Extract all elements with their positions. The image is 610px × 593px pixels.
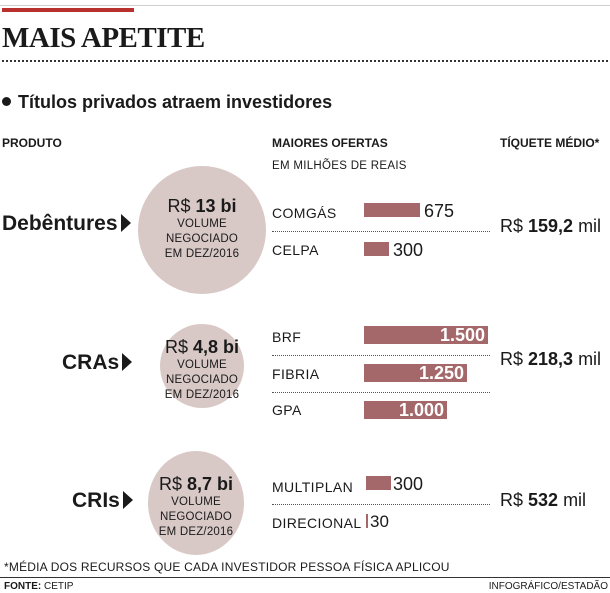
volume-amount: 13 bi — [195, 196, 237, 216]
offer-bar-label: 1.000 — [398, 400, 444, 420]
source-value: CETIP — [41, 581, 74, 592]
product-name: CRAs — [62, 351, 120, 374]
offer-bar — [364, 203, 420, 217]
top-rule — [0, 5, 610, 6]
volume-prefix: R$ — [158, 474, 187, 494]
ticket-prefix: R$ — [500, 216, 529, 236]
source: FONTE: CETIP — [4, 581, 73, 592]
product-label-debentures: Debêntures — [2, 212, 131, 236]
offer-bar-label: 30 — [370, 512, 389, 531]
volume-circle-debentures — [138, 166, 266, 294]
arrow-right-icon — [120, 214, 131, 232]
bullet-icon — [2, 97, 11, 106]
ticket-cris: R$ 532 mil — [500, 490, 586, 511]
ticket-value: 218,3 — [528, 349, 574, 369]
arrow-right-icon — [122, 353, 133, 371]
volume-prefix: R$ — [164, 337, 193, 357]
volume-caption-3: EM DEZ/2016 — [158, 526, 234, 538]
company-direcional: DIRECIONAL — [272, 515, 362, 531]
subtitle-text: Títulos privados atraem investidores — [18, 92, 333, 112]
offer-bar-label: 1.250 — [418, 363, 464, 383]
company-fibria: FIBRIA — [272, 366, 320, 382]
offer-bar — [366, 514, 368, 528]
volume-text-debentures: R$ 13 bi VOLUME NEGOCIADO EM DEZ/2016 — [138, 196, 266, 262]
volume-amount: 8,7 bi — [186, 474, 234, 494]
credit: INFOGRÁFICO/ESTADÃO — [488, 581, 608, 592]
volume-text-cras: R$ 4,8 bi VOLUME NEGOCIADO EM DEZ/2016 — [152, 337, 252, 403]
source-label: FONTE: — [4, 581, 42, 592]
volume-circle-cris — [148, 451, 244, 555]
company-celpa: CELPA — [272, 242, 319, 258]
ticket-suffix: mil — [558, 490, 587, 510]
volume-value: R$ 13 bi — [138, 196, 266, 217]
offer-bar-label: 675 — [424, 201, 455, 221]
volume-caption-1: VOLUME — [177, 359, 227, 371]
volume-value: R$ 8,7 bi — [146, 474, 246, 495]
ticket-prefix: R$ — [500, 490, 529, 510]
offer-bar-label: 1.500 — [439, 325, 485, 345]
offer-bar — [366, 476, 391, 490]
row-separator — [272, 231, 490, 232]
volume-prefix: R$ — [167, 196, 196, 216]
ticket-value: 532 — [528, 490, 559, 510]
volume-caption-2: NEGOCIADO — [159, 511, 233, 523]
product-label-cris: CRIs — [72, 489, 133, 513]
footer-rule — [0, 577, 610, 578]
volume-text-cris: R$ 8,7 bi VOLUME NEGOCIADO EM DEZ/2016 — [146, 474, 246, 540]
column-header-product: PRODUTO — [2, 136, 62, 150]
product-name: CRIs — [72, 489, 120, 512]
offer-bar — [364, 326, 488, 344]
volume-caption-1: VOLUME — [177, 218, 227, 230]
ticket-suffix: mil — [573, 349, 602, 369]
volume-caption-2: NEGOCIADO — [165, 374, 239, 386]
volume-amount: 4,8 bi — [192, 337, 240, 357]
company-gpa: GPA — [272, 402, 302, 418]
ticket-suffix: mil — [573, 216, 602, 236]
dotted-divider — [2, 60, 608, 62]
offer-bar — [364, 242, 389, 256]
offer-bar-label: 300 — [393, 474, 424, 494]
company-comgas: COMGÁS — [272, 205, 337, 221]
ticket-value: 159,2 — [528, 216, 574, 236]
footnote: *MÉDIA DOS RECURSOS QUE CADA INVESTIDOR … — [4, 560, 450, 574]
volume-caption-3: EM DEZ/2016 — [164, 389, 240, 401]
volume-value: R$ 4,8 bi — [152, 337, 252, 358]
accent-bar — [2, 8, 134, 12]
volume-caption-2: NEGOCIADO — [165, 233, 239, 245]
offer-bar — [364, 364, 467, 382]
page-title: MAIS APETITE — [2, 22, 205, 54]
product-label-cras: CRAs — [62, 351, 133, 375]
row-separator — [272, 355, 490, 356]
offer-bar — [364, 401, 447, 419]
row-separator — [272, 392, 490, 393]
ticket-cras: R$ 218,3 mil — [500, 349, 601, 370]
column-header-offers: MAIORES OFERTAS — [272, 136, 388, 150]
volume-caption-1: VOLUME — [171, 496, 221, 508]
column-subheader-unit: EM MILHÕES DE REAIS — [272, 160, 407, 172]
row-separator — [272, 504, 490, 505]
volume-circle-cras — [160, 324, 244, 408]
company-brf: BRF — [272, 329, 302, 345]
subtitle: Títulos privados atraem investidores — [2, 92, 332, 113]
product-name: Debêntures — [2, 212, 118, 235]
company-multiplan: MULTIPLAN — [272, 479, 354, 495]
offer-bar-label: 300 — [393, 240, 424, 260]
ticket-debentures: R$ 159,2 mil — [500, 216, 601, 237]
ticket-prefix: R$ — [500, 349, 529, 369]
arrow-right-icon — [122, 491, 133, 509]
column-header-ticket: TÍQUETE MÉDIO* — [500, 136, 600, 150]
volume-caption-3: EM DEZ/2016 — [164, 248, 240, 260]
